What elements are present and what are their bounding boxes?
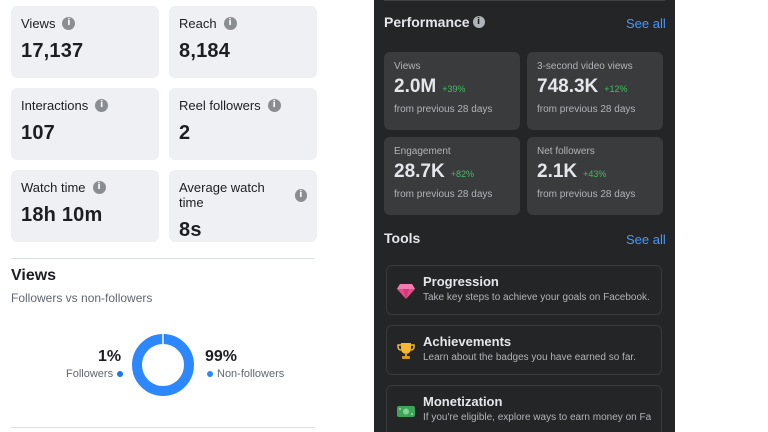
nonfollowers-legend: Non-followers xyxy=(207,368,284,380)
metric-label: Net followers xyxy=(537,146,595,157)
performance-card-engagement[interactable]: Engagement 28.7K +82% from previous 28 d… xyxy=(384,137,520,215)
stat-label: Reel followers xyxy=(179,98,261,113)
metric-change: +82% xyxy=(450,169,474,179)
metric-note: from previous 28 days xyxy=(394,104,493,115)
diamond-icon xyxy=(397,284,415,299)
tools-heading: Tools xyxy=(384,230,420,246)
performance-card-3s-video-views[interactable]: 3-second video views 748.3K +12% from pr… xyxy=(527,52,663,130)
stat-label: Average watch time xyxy=(179,180,265,210)
donut-nonfollowers-segment xyxy=(132,334,194,396)
metric-change: +12% xyxy=(604,84,628,94)
tool-item-monetization[interactable]: Monetization If you're eligible, explore… xyxy=(386,385,662,432)
professional-dashboard-dark: Performance i See all Views 2.0M +39% fr… xyxy=(374,0,675,432)
tool-description: If you're eligible, explore ways to earn… xyxy=(423,412,651,423)
stat-label: Reach xyxy=(179,16,217,31)
info-icon[interactable]: i xyxy=(294,188,307,202)
metric-note: from previous 28 days xyxy=(537,189,636,200)
trophy-icon xyxy=(397,343,415,359)
section-title-views: Views xyxy=(11,267,57,284)
tool-item-progression[interactable]: Progression Take key steps to achieve yo… xyxy=(386,265,662,315)
tool-name: Progression xyxy=(423,274,499,289)
stat-card-watch-time[interactable]: Watch time i 18h 10m xyxy=(11,170,159,242)
tool-description: Take key steps to achieve your goals on … xyxy=(423,292,650,303)
followers-label: Followers xyxy=(66,368,114,380)
tools-see-all-link[interactable]: See all xyxy=(626,232,666,247)
tools-title: Tools xyxy=(384,230,421,246)
stat-label: Watch time xyxy=(21,180,86,195)
stat-label: Interactions xyxy=(21,98,89,113)
info-icon[interactable]: i xyxy=(62,17,76,30)
info-icon[interactable]: i xyxy=(472,16,485,28)
metric-label: Views xyxy=(394,61,421,72)
info-icon[interactable]: i xyxy=(223,17,237,30)
nonfollowers-label: Non-followers xyxy=(217,368,285,380)
metric-value: 2.1K xyxy=(537,161,578,182)
performance-title: Performance xyxy=(384,14,470,30)
divider xyxy=(11,427,315,428)
money-icon xyxy=(397,406,415,417)
stat-card-interactions[interactable]: Interactions i 107 xyxy=(11,88,159,160)
stat-value: 17,137 xyxy=(21,40,84,62)
tool-name: Monetization xyxy=(423,394,503,409)
metric-value: 748.3K xyxy=(537,76,599,97)
metric-note: from previous 28 days xyxy=(394,189,493,200)
section-subtitle: Followers vs non-followers xyxy=(11,291,153,305)
performance-heading: Performance i xyxy=(384,14,485,30)
followers-legend: Followers xyxy=(66,368,124,380)
followers-dot-icon xyxy=(117,371,124,377)
info-icon[interactable]: i xyxy=(95,99,109,112)
insights-panel-light: Views i 17,137 Reach i 8,184 Interactions i… xyxy=(0,0,330,432)
tool-name: Achievements xyxy=(423,334,512,349)
stat-value: 8s xyxy=(179,219,202,241)
stat-card-reel-followers[interactable]: Reel followers i 2 xyxy=(169,88,317,160)
followers-donut-chart xyxy=(132,334,194,396)
divider xyxy=(11,258,315,259)
metric-label: Engagement xyxy=(394,146,451,157)
stat-card-views[interactable]: Views i 17,137 xyxy=(11,6,159,78)
divider xyxy=(384,0,665,1)
followers-percentage: 1% xyxy=(98,348,122,365)
metric-value: 2.0M xyxy=(394,76,437,97)
info-icon[interactable]: i xyxy=(267,99,281,112)
stat-value: 8,184 xyxy=(179,40,231,62)
nonfollowers-dot-icon xyxy=(207,371,213,377)
info-icon[interactable]: i xyxy=(92,181,106,194)
tool-description: Learn about the badges you have earned s… xyxy=(423,352,636,363)
stat-value: 107 xyxy=(21,122,55,144)
metric-label: 3-second video views xyxy=(537,61,633,72)
metric-note: from previous 28 days xyxy=(537,104,636,115)
nonfollowers-percentage: 99% xyxy=(205,348,238,365)
metric-change: +39% xyxy=(442,84,466,94)
performance-card-views[interactable]: Views 2.0M +39% from previous 28 days xyxy=(384,52,520,130)
metric-value: 28.7K xyxy=(394,161,445,182)
stat-label: Views xyxy=(21,16,56,31)
tool-item-achievements[interactable]: Achievements Learn about the badges you … xyxy=(386,325,662,375)
stat-card-reach[interactable]: Reach i 8,184 xyxy=(169,6,317,78)
stat-card-average-watch-time[interactable]: Average watch time i 8s xyxy=(169,170,317,242)
stat-value: 18h 10m xyxy=(21,204,103,226)
performance-see-all-link[interactable]: See all xyxy=(626,16,666,31)
performance-card-net-followers[interactable]: Net followers 2.1K +43% from previous 28… xyxy=(527,137,663,215)
stat-value: 2 xyxy=(179,122,191,144)
metric-change: +43% xyxy=(583,169,607,179)
